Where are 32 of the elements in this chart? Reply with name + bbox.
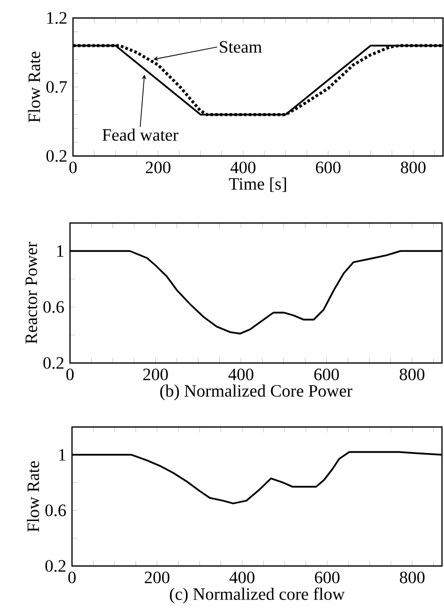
- annotation: Fead water: [102, 128, 178, 141]
- x-tick-label: 800: [400, 162, 426, 174]
- x-tick-label: 0: [68, 572, 76, 584]
- x-tick-label: 600: [316, 162, 340, 174]
- y-tick-label: 0.7: [46, 81, 67, 93]
- x-tick-label: 0: [66, 368, 74, 380]
- x-tick-label: 200: [144, 572, 170, 584]
- x-tick-label: 400: [229, 572, 254, 584]
- y-axis-title: Reactor Power: [25, 242, 37, 344]
- x-tick-label: 200: [146, 162, 170, 174]
- x-tick-label: 400: [228, 368, 254, 380]
- y-tick-label: 1: [59, 449, 66, 461]
- y-axis-title: Flow Rate: [26, 461, 39, 532]
- x-axis-title: (c) Normalized core flow: [170, 588, 345, 604]
- x-tick-label: 800: [400, 572, 424, 584]
- x-tick-label: 800: [400, 368, 424, 380]
- x-axis-title: (b) Normalized Core Power: [160, 384, 352, 400]
- x-tick-label: 400: [230, 162, 256, 174]
- x-tick-label: 0: [69, 162, 76, 174]
- y-tick-label: 0.6: [43, 301, 64, 313]
- x-tick-label: 600: [314, 572, 340, 584]
- annotation: Steam: [220, 41, 262, 53]
- x-axis-title: Time [s]: [228, 178, 286, 192]
- y-axis-title: Flow Rate: [28, 52, 40, 122]
- x-tick-label: 200: [143, 368, 168, 380]
- y-tick-label: 0.2: [45, 560, 66, 572]
- y-tick-label: 0.2: [46, 150, 66, 162]
- y-tick-label: 0.2: [43, 357, 64, 369]
- y-tick-label: 0.6: [45, 504, 66, 516]
- y-tick-label: 1.2: [47, 12, 66, 24]
- y-tick-label: 1: [57, 245, 64, 257]
- x-tick-label: 600: [314, 368, 339, 380]
